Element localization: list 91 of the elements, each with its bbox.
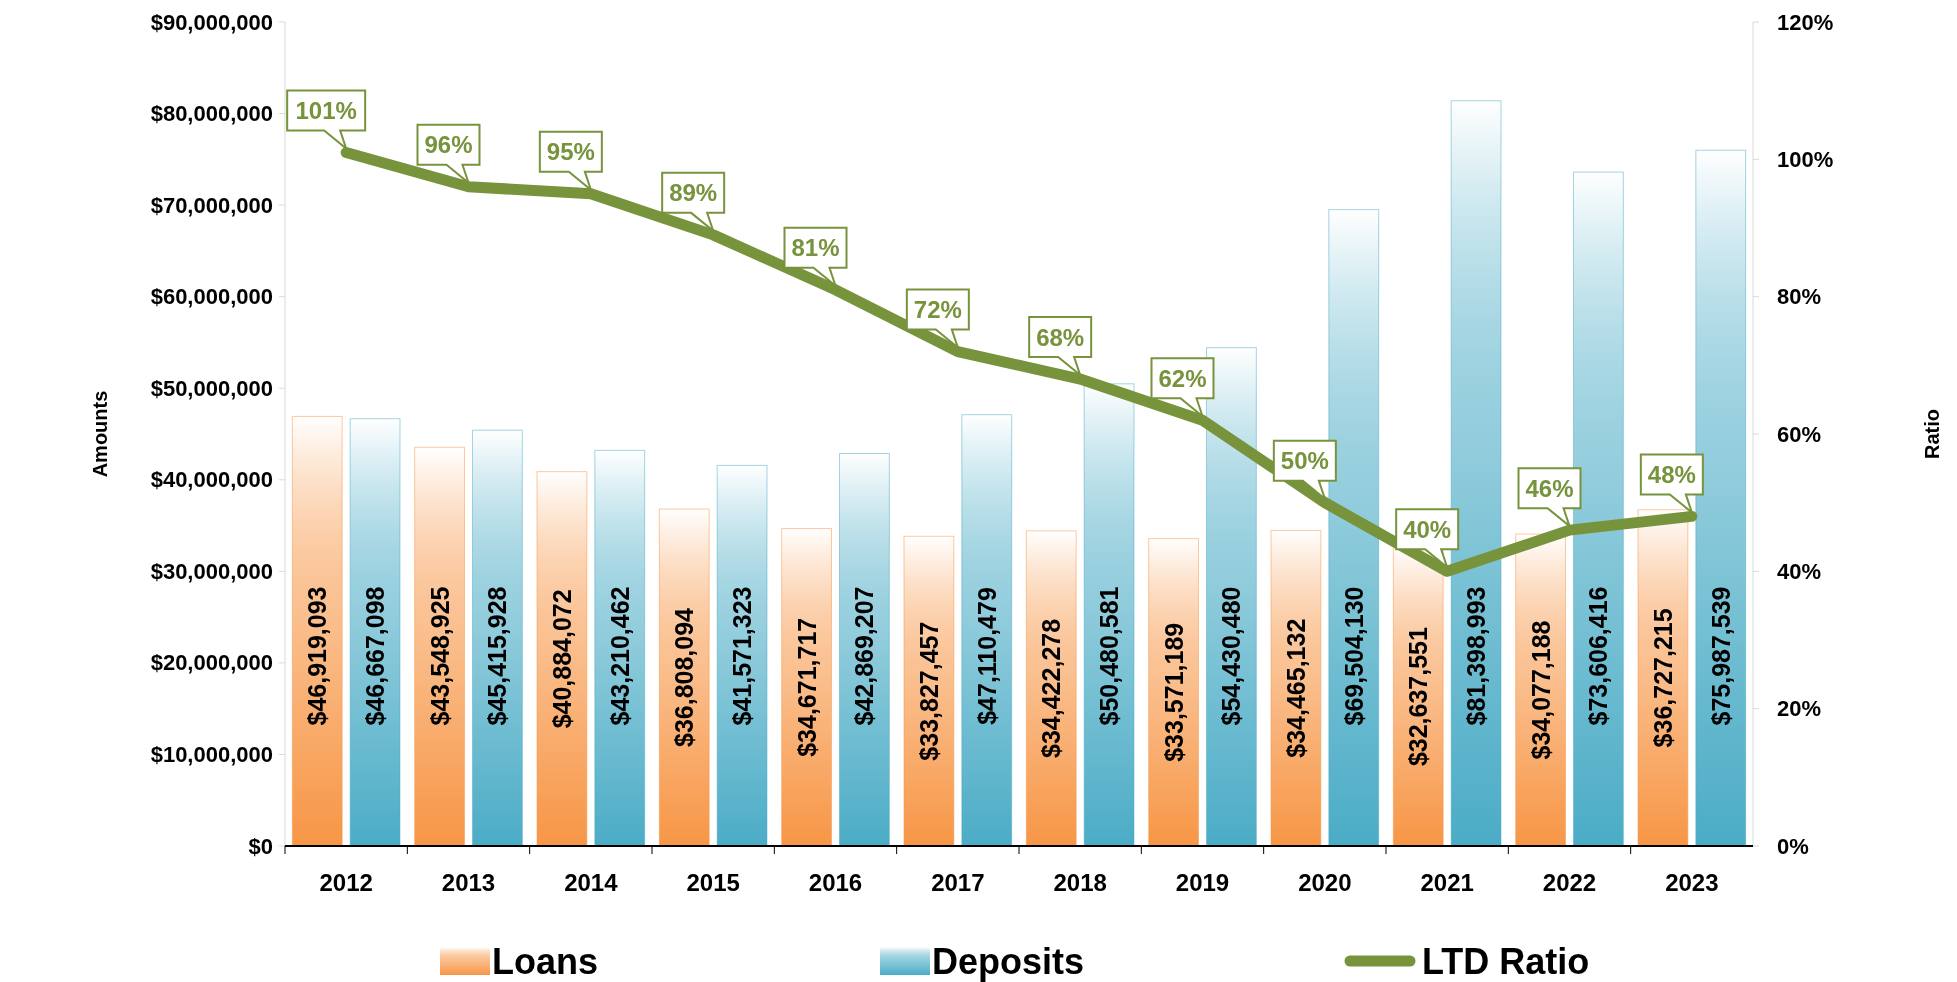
y-tick-label: $60,000,000 [150, 284, 273, 310]
data-label: 68% [1036, 323, 1085, 351]
bar [903, 535, 955, 847]
x-tick-label: 2018 [1053, 869, 1107, 896]
data-label: $54,430,480 [1217, 586, 1246, 726]
data-label: $32,637,551 [1404, 626, 1433, 767]
bar [536, 471, 588, 847]
data-label: $40,884,072 [547, 589, 576, 729]
y-tick-label: $50,000,000 [150, 375, 273, 401]
data-label: $69,504,130 [1339, 586, 1368, 726]
data-label: 96% [424, 131, 473, 159]
data-label: $36,808,094 [670, 607, 699, 748]
y2-tick-label: 120% [1777, 9, 1834, 35]
data-label: 40% [1403, 515, 1452, 543]
bar [1328, 209, 1380, 847]
bar [1695, 149, 1747, 847]
data-label: $43,210,462 [605, 586, 634, 726]
y2-tick-label: 100% [1777, 146, 1834, 172]
data-label: 81% [791, 234, 840, 262]
data-label: $33,827,457 [914, 621, 943, 761]
y2-tick-label: 0% [1777, 833, 1809, 859]
data-label: 62% [1158, 364, 1207, 392]
data-label: $50,480,581 [1095, 586, 1124, 726]
x-tick-label: 2015 [686, 869, 740, 896]
data-label: $36,727,215 [1648, 608, 1677, 748]
x-tick-label: 2022 [1542, 869, 1597, 896]
data-label: $81,398,993 [1462, 586, 1491, 726]
y2-tick-label: 20% [1777, 696, 1822, 722]
bar [1450, 100, 1502, 847]
bar [414, 446, 465, 847]
data-label: $34,465,132 [1281, 618, 1310, 758]
x-tick-label: 2021 [1420, 869, 1474, 896]
x-tick-label: 2019 [1175, 869, 1230, 896]
y-tick-label: $30,000,000 [150, 558, 273, 584]
bar [961, 414, 1013, 847]
y2-tick-label: 80% [1777, 284, 1822, 310]
data-label: $34,671,717 [792, 617, 821, 757]
y2-tick-label: 60% [1777, 421, 1822, 447]
y-tick-label: $20,000,000 [150, 650, 273, 676]
data-label: $42,869,207 [850, 586, 879, 726]
data-label: 46% [1525, 474, 1574, 502]
data-label: $33,571,189 [1159, 622, 1188, 762]
bar [1148, 538, 1199, 847]
legend-label: Loans [492, 940, 599, 982]
y2-tick-label: 40% [1777, 558, 1822, 584]
bar [594, 449, 646, 847]
bar [1025, 530, 1077, 847]
data-label: 95% [546, 138, 595, 166]
bar [472, 429, 523, 847]
data-label: $34,422,278 [1037, 618, 1066, 758]
data-label: 50% [1280, 447, 1329, 475]
x-tick-label: 2017 [931, 869, 985, 896]
x-tick-label: 2014 [564, 869, 619, 896]
bar [1573, 171, 1624, 847]
x-tick-label: 2023 [1665, 869, 1719, 896]
bar [1083, 383, 1135, 847]
y-tick-label: $0 [248, 833, 273, 859]
data-label: $47,110,479 [972, 587, 1001, 725]
data-label: $46,919,093 [303, 586, 332, 726]
y-tick-label: $90,000,000 [150, 9, 273, 35]
bar [349, 418, 401, 847]
data-label: $43,548,925 [425, 586, 454, 726]
y-tick-label: $70,000,000 [150, 192, 273, 218]
y-tick-label: $10,000,000 [150, 741, 273, 767]
bar [839, 453, 890, 847]
data-label: 101% [295, 96, 357, 124]
data-label: $73,606,416 [1584, 586, 1613, 726]
y-axis-title: Amounts [89, 390, 111, 478]
x-tick-label: 2020 [1298, 869, 1352, 896]
data-label: 89% [669, 179, 718, 207]
x-tick-label: 2016 [808, 869, 863, 896]
y-tick-label: $40,000,000 [150, 467, 273, 493]
bar [291, 415, 343, 847]
data-label: 72% [913, 296, 962, 324]
legend-label: LTD Ratio [1422, 940, 1590, 982]
x-tick-label: 2013 [441, 869, 496, 896]
bar [716, 464, 768, 847]
data-label: 48% [1647, 460, 1696, 488]
data-label: $34,077,188 [1526, 620, 1555, 760]
bar [1206, 347, 1257, 847]
legend-label: Deposits [932, 940, 1085, 982]
bar [781, 528, 832, 847]
data-label: $46,667,098 [361, 586, 390, 726]
y2-axis-title: Ratio [1921, 409, 1943, 459]
y-tick-label: $80,000,000 [150, 101, 273, 127]
data-label: $45,415,928 [483, 586, 512, 726]
bar [1270, 529, 1322, 847]
x-tick-label: 2012 [319, 869, 373, 896]
data-label: $75,987,539 [1706, 586, 1735, 726]
bar [658, 508, 710, 847]
data-label: $41,571,323 [728, 586, 757, 726]
